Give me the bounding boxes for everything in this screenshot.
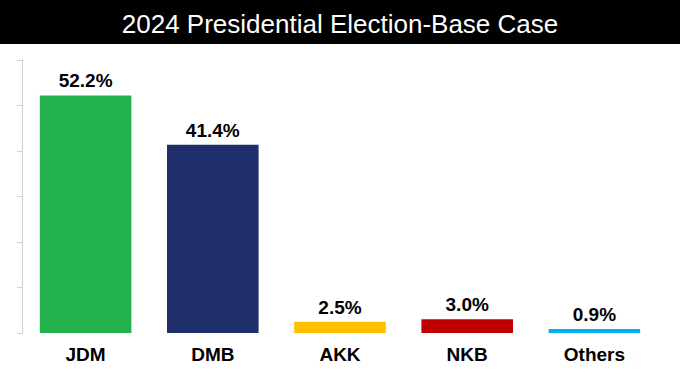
svg-text:3.0%: 3.0% <box>446 294 489 315</box>
svg-text:52.2%: 52.2% <box>59 70 113 91</box>
svg-text:Others: Others <box>564 344 625 365</box>
svg-text:NKB: NKB <box>447 344 488 365</box>
svg-text:2.5%: 2.5% <box>318 297 361 318</box>
svg-text:DMB: DMB <box>191 344 234 365</box>
svg-text:2024 Presidential Election-Bas: 2024 Presidential Election-Base Case <box>122 9 558 39</box>
svg-text:JDM: JDM <box>66 344 106 365</box>
svg-text:41.4%: 41.4% <box>186 120 240 141</box>
svg-text:0.9%: 0.9% <box>573 304 616 325</box>
svg-text:AKK: AKK <box>319 344 360 365</box>
